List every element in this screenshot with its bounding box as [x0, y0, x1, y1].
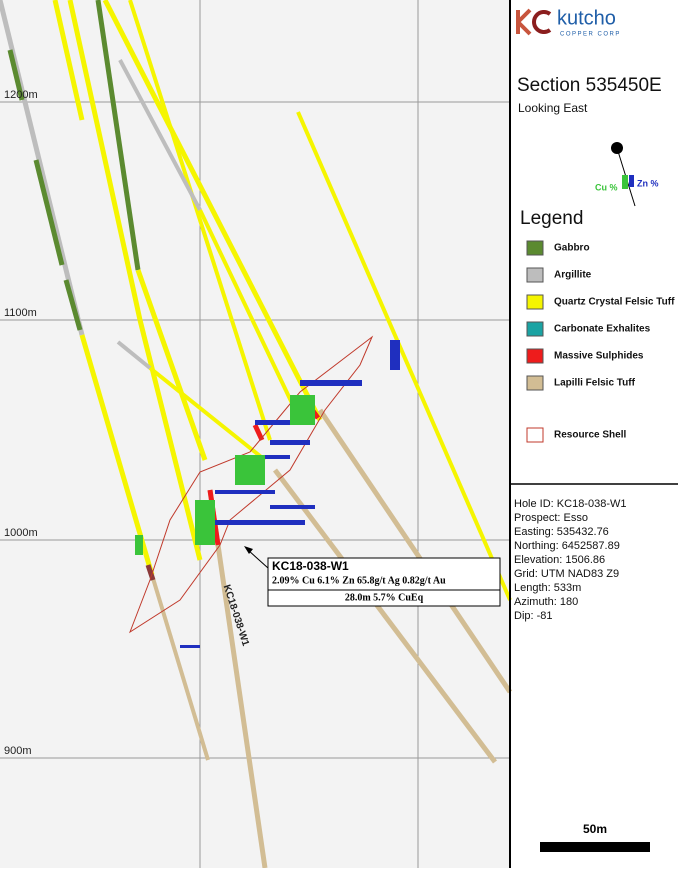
hole-info-line: Dip: -81 [514, 610, 553, 622]
zn-assay [180, 645, 200, 648]
hole-info-line: Elevation: 1506.86 [514, 554, 605, 566]
legend-label: Lapilli Felsic Tuff [554, 378, 636, 389]
legend-label: Carbonate Exhalites [554, 324, 651, 335]
drill-hole [118, 59, 202, 211]
drill-hole [116, 340, 152, 370]
drill-hole [296, 111, 512, 601]
drill-hole [52, 0, 85, 121]
legend-swatch [526, 427, 544, 443]
drill-hole [135, 269, 208, 461]
drill-hole [207, 489, 268, 869]
legend-swatch [526, 375, 544, 391]
drill-hole [145, 564, 156, 581]
hole-info-line: Hole ID: KC18-038-W1 [514, 498, 627, 510]
callout-arrowhead [244, 546, 253, 554]
logo-name: kutcho [557, 7, 616, 29]
drill-hole [273, 468, 497, 764]
gabbro-segment [7, 49, 25, 101]
zn-icon [629, 175, 634, 187]
cu-assay [290, 395, 315, 425]
legend-label: Resource Shell [554, 430, 626, 441]
cu-assay [135, 535, 143, 555]
legend-swatch [526, 348, 544, 364]
elevation-labels: 1200m 1100m 1000m 900m [4, 89, 38, 757]
zn-assay [300, 380, 362, 386]
elevation-label: 1200m [4, 89, 38, 101]
gabbro-segment [33, 159, 65, 266]
drill-hole [102, 0, 323, 422]
hole-info-line: Length: 533m [514, 582, 581, 594]
cu-icon [622, 175, 628, 189]
zn-assay [215, 520, 305, 525]
cu-assay [195, 500, 215, 545]
resource-shell [128, 335, 374, 634]
callout-box [267, 557, 501, 607]
drill-hole [67, 0, 143, 321]
legend-swatch [526, 294, 544, 310]
gabbro-segment [63, 279, 83, 331]
drill-hole [150, 574, 210, 761]
orientation-icon: Cu % Zn % [595, 142, 659, 207]
callout-assay: 2.09% Cu 6.1% Zn 65.8g/t Ag 0.82g/t Au [272, 575, 446, 586]
hole-info: Hole ID: KC18-038-W1 Prospect: Esso Eastin… [514, 498, 627, 622]
drill-hole [198, 209, 302, 421]
cu-label: Cu % [595, 182, 618, 192]
assay-histograms [135, 340, 400, 648]
hole-info-line: Azimuth: 180 [514, 596, 578, 608]
zn-assay [270, 505, 315, 509]
legend-title: Legend [520, 208, 583, 229]
drill-hole [148, 366, 267, 462]
legend-label: Massive Sulphides [554, 351, 644, 362]
zn-assay [255, 420, 315, 425]
drill-hole [317, 408, 513, 694]
grid [0, 0, 510, 868]
section-title: Section 535450E [517, 75, 662, 96]
callout-interval: 28.0m 5.7% CuEq [345, 592, 424, 603]
legend-swatch [526, 267, 544, 283]
hole-info-line: Northing: 6452587.89 [514, 540, 620, 552]
logo-subtitle: COPPER CORP [560, 32, 621, 38]
legend-swatch [526, 240, 544, 256]
logo: kutcho COPPER CORP [516, 7, 621, 38]
drill-holes [0, 0, 513, 869]
legend-label: Argillite [554, 270, 592, 281]
legend-label: Quartz Crystal Felsic Tuff [554, 297, 675, 308]
scale-bar [540, 842, 650, 852]
scale-bar-label: 50m [583, 822, 607, 836]
hole-info-line: Prospect: Esso [514, 512, 588, 524]
map-area [0, 0, 510, 868]
sulphide-segment [252, 423, 265, 442]
logo-mark [516, 8, 532, 36]
hole-info-line: Grid: UTM NAD83 Z9 [514, 568, 619, 580]
hole-info-line: Easting: 535432.76 [514, 526, 609, 538]
legend-label: Gabbro [554, 243, 590, 254]
zn-label: Zn % [637, 178, 659, 188]
zn-assay [270, 440, 310, 445]
elevation-label: 1000m [4, 527, 38, 539]
elevation-label: 900m [4, 745, 32, 757]
section-subtitle: Looking East [518, 101, 588, 115]
zn-assay [390, 340, 400, 370]
callout-hole: KC18-038-W1 [272, 559, 349, 573]
drill-hole [128, 0, 272, 441]
drill-hole [95, 0, 141, 271]
callout-arrow [247, 549, 269, 569]
elevation-label: 1100m [4, 307, 37, 319]
zn-assay [215, 490, 275, 494]
cu-assay [235, 455, 265, 485]
drill-hole [137, 319, 203, 561]
legend: Gabbro Argillite Quartz Crystal Felsic Tuf… [526, 240, 675, 443]
legend-swatch [526, 321, 544, 337]
logo-mark [532, 10, 552, 34]
